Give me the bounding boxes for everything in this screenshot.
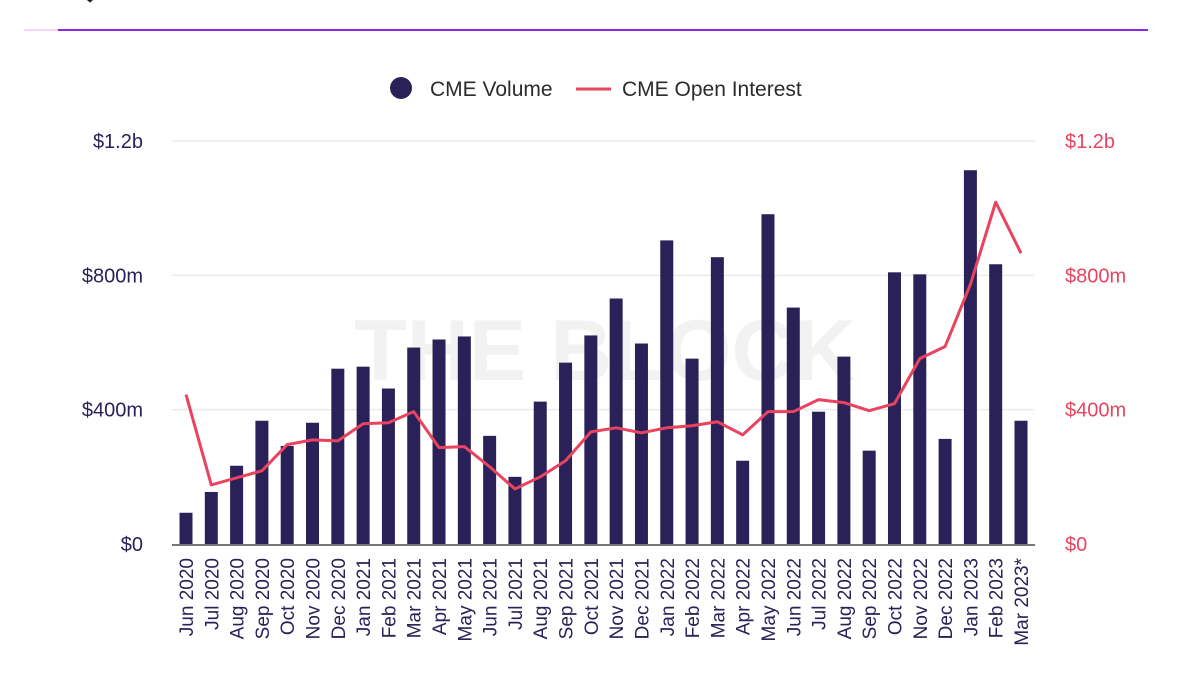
bar-cme-volume: [407, 347, 421, 544]
bar-cme-volume: [559, 362, 573, 544]
x-tick-label: Jun 2020: [177, 558, 198, 636]
x-tick-label: Dec 2022: [936, 558, 957, 639]
bar-cme-volume: [609, 298, 623, 544]
x-tick-label: Nov 2021: [607, 558, 628, 639]
x-tick-label: Dec 2020: [329, 558, 350, 639]
bar-cme-volume: [584, 335, 598, 544]
x-tick-label: Jan 2022: [658, 558, 679, 636]
x-tick-label: Jun 2022: [784, 558, 805, 636]
x-tick-label: Sep 2022: [860, 558, 881, 639]
x-tick-label: Nov 2020: [304, 558, 325, 639]
bar-cme-volume: [989, 264, 1003, 544]
x-tick-label: Apr 2022: [734, 558, 755, 635]
bar-cme-volume: [887, 272, 901, 544]
y-right-tick-label: $400m: [1065, 400, 1126, 422]
bar-cme-volume: [179, 512, 193, 544]
bar-cme-volume: [736, 460, 750, 544]
x-tick-label: Jul 2020: [202, 558, 223, 630]
bar-cme-volume: [913, 274, 927, 544]
bar-cme-volume: [786, 307, 800, 544]
y-right-tick-label: $1.2b: [1065, 131, 1115, 153]
y-left-tick-label: $800m: [82, 265, 143, 287]
legend-volume-marker: [390, 77, 412, 99]
x-tick-label: Aug 2021: [531, 558, 552, 639]
bar-cme-volume: [685, 358, 699, 544]
bar-cme-volume: [204, 491, 218, 544]
bar-cme-volume: [483, 435, 497, 544]
x-tick-label: Oct 2020: [278, 558, 299, 635]
x-tick-label: Apr 2021: [430, 558, 451, 635]
x-tick-label: Dec 2021: [632, 558, 653, 639]
bar-cme-volume: [862, 450, 876, 544]
bar-cme-volume: [356, 366, 370, 544]
bar-cme-volume: [280, 445, 294, 544]
x-tick-label: Jan 2021: [354, 558, 375, 636]
y-right-tick-label: $800m: [1065, 265, 1126, 287]
x-tick-label: Feb 2021: [379, 558, 400, 638]
y-left-tick-label: $0: [121, 534, 143, 556]
bar-cme-volume: [306, 422, 320, 544]
x-tick-label: Oct 2022: [885, 558, 906, 635]
y-left-tick-label: $400m: [82, 400, 143, 422]
bar-cme-volume: [457, 336, 471, 544]
bar-cme-volume: [331, 368, 345, 544]
x-tick-label: Jul 2022: [810, 558, 831, 630]
bar-cme-volume: [963, 170, 977, 544]
x-tick-label: Feb 2023: [987, 558, 1008, 638]
bar-cme-volume: [710, 257, 724, 544]
bar-cme-volume: [508, 476, 522, 544]
bar-cme-volume: [432, 339, 446, 544]
y-left-tick-label: $1.2b: [93, 131, 143, 153]
x-tick-label: Mar 2021: [405, 558, 426, 638]
x-tick-label: Jun 2021: [481, 558, 502, 636]
legend-volume-label: CME Volume: [430, 78, 553, 101]
bar-cme-volume: [634, 343, 648, 544]
x-tick-label: Jan 2023: [961, 558, 982, 636]
x-tick-label: Mar 2023*: [1012, 557, 1033, 645]
header-divider-fade: [24, 29, 58, 31]
bar-cme-volume: [230, 465, 244, 544]
bar-cme-volume: [837, 356, 851, 544]
x-tick-label: Jul 2021: [506, 558, 527, 630]
bar-cme-volume: [381, 388, 395, 544]
watermark: THE BLOCK: [354, 303, 856, 399]
x-tick-label: Feb 2022: [683, 558, 704, 638]
bar-cme-volume: [761, 214, 775, 544]
header-divider: [58, 29, 1148, 31]
bar-cme-volume: [660, 240, 674, 544]
bar-cme-volume: [1014, 420, 1028, 544]
bar-cme-volume: [812, 411, 826, 544]
bar-cme-volume: [255, 420, 269, 544]
x-tick-label: Sep 2020: [253, 558, 274, 639]
line-cme-open-interest: [184, 200, 1023, 491]
x-tick-label: Aug 2020: [228, 558, 249, 639]
x-tick-label: Aug 2022: [835, 558, 856, 639]
x-tick-label: Mar 2022: [708, 558, 729, 638]
legend: CME Volume CME Open Interest: [390, 77, 802, 101]
x-tick-label: Oct 2021: [582, 558, 603, 635]
bar-cme-volume: [533, 401, 547, 544]
x-tick-label: May 2021: [455, 558, 476, 641]
legend-open-interest-label: CME Open Interest: [622, 78, 802, 101]
bar-cme-volume: [938, 438, 952, 544]
x-tick-label: Nov 2022: [911, 558, 932, 639]
x-tick-label: May 2022: [759, 558, 780, 641]
x-tick-label: Sep 2021: [557, 558, 578, 639]
y-right-tick-label: $0: [1065, 534, 1087, 556]
